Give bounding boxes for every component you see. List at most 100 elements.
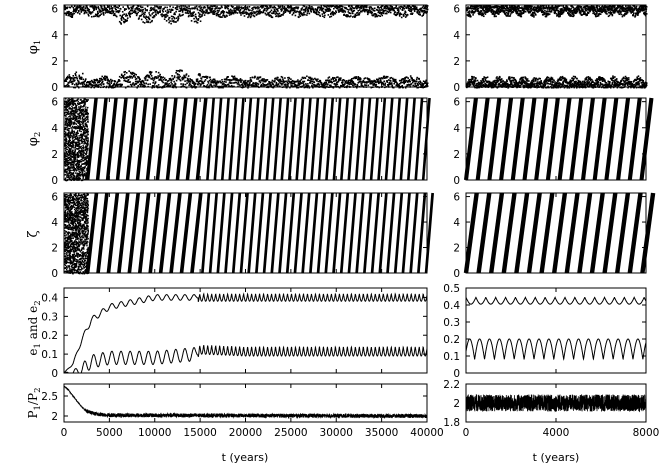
phi1-point — [129, 83, 132, 86]
phi1-point — [155, 9, 158, 12]
phi1-point — [311, 77, 313, 80]
phi1-point — [614, 11, 616, 14]
phi1-point — [350, 9, 353, 12]
phi1-point — [584, 78, 587, 81]
phi1-point — [161, 13, 163, 15]
phi1-point — [616, 82, 618, 85]
phi1-point — [323, 16, 326, 19]
phi1-point — [73, 5, 76, 8]
phi1-point — [327, 77, 330, 79]
phi1-point — [285, 7, 288, 10]
phi1-point — [296, 84, 299, 87]
phi1-point — [254, 85, 257, 87]
phi1-point — [592, 7, 594, 9]
phi1-point — [488, 10, 491, 12]
phi1-point — [282, 78, 284, 80]
phi1-point — [200, 11, 203, 13]
phi1-point — [483, 9, 486, 12]
phi1-point — [420, 84, 422, 86]
phi1-point — [358, 13, 361, 16]
phi1-point — [511, 79, 513, 82]
phi1-point — [174, 21, 176, 23]
phi1-point — [308, 85, 310, 88]
phi1-point — [184, 76, 187, 79]
phi1-point — [514, 82, 516, 85]
phi1-point — [182, 5, 184, 7]
phi1-point — [570, 7, 572, 10]
phi1-point — [355, 76, 358, 78]
phi1-point — [528, 10, 530, 13]
phi1-point — [355, 77, 358, 80]
phi1-point — [74, 74, 77, 77]
phi1-point — [424, 5, 427, 7]
phi1-point — [546, 10, 549, 12]
phi1-point — [103, 6, 106, 9]
phi1-point — [120, 74, 123, 77]
phi1-point — [158, 7, 160, 10]
phi1-point — [263, 5, 265, 7]
phi1-point — [231, 79, 233, 81]
phi1-point — [220, 11, 223, 13]
phi1-point — [134, 80, 137, 83]
phi1-point — [540, 79, 542, 82]
phi1-point — [522, 78, 524, 81]
phi1-point — [616, 86, 619, 89]
phi1-point — [190, 14, 192, 16]
phi1-point — [604, 5, 606, 8]
phi1-point — [472, 14, 474, 16]
phi1-point — [209, 76, 211, 79]
phi1-point — [554, 82, 556, 85]
phi1-point — [148, 12, 150, 14]
phi1-point — [321, 9, 323, 12]
phi1-point — [131, 12, 133, 15]
phi1-point — [121, 84, 123, 86]
phi1-point — [134, 8, 136, 10]
phi1-point — [466, 82, 469, 85]
phi1-point — [86, 9, 89, 12]
phi1-point — [173, 17, 176, 20]
phi1-point — [580, 6, 582, 8]
phi1-point — [277, 79, 279, 81]
phi1-point — [467, 6, 469, 8]
phi1-point — [147, 83, 149, 86]
phi1-point — [174, 83, 177, 85]
phi1-point — [494, 6, 497, 9]
phi1-point — [302, 77, 305, 80]
phi1-point — [221, 85, 223, 88]
phi1-point — [356, 85, 359, 88]
phi1-point — [172, 21, 175, 23]
phi1-point — [483, 80, 485, 83]
phi1-point — [391, 84, 394, 87]
phi1-point — [381, 81, 384, 84]
phi1-point — [488, 8, 491, 11]
phi1-point — [471, 10, 474, 12]
phi1-point — [281, 83, 283, 86]
phi1-point — [302, 5, 305, 7]
phi1-point — [526, 84, 528, 86]
phi1-point — [269, 83, 272, 86]
phi1-point — [598, 85, 601, 88]
phi1-point — [226, 6, 228, 9]
phi1-point — [244, 8, 247, 10]
phi1-point — [307, 8, 309, 11]
phi1-point — [94, 15, 97, 17]
phi1-point — [155, 71, 157, 73]
phi1-point — [398, 6, 401, 8]
phi1-point — [310, 11, 313, 13]
phi1-point — [154, 81, 157, 84]
phi1-point — [288, 76, 290, 79]
phi1-point — [525, 8, 528, 11]
phi1-point — [532, 11, 534, 14]
phi1-point — [340, 10, 342, 12]
phi1-point — [195, 5, 198, 8]
phi1-point — [239, 78, 242, 80]
phi1-point — [154, 11, 156, 13]
phi1-point — [247, 86, 249, 89]
phi1-point — [483, 12, 485, 14]
phi1-point — [67, 13, 70, 15]
phi1-point — [377, 14, 380, 17]
phi1-point — [401, 84, 404, 87]
phi1-point — [198, 80, 201, 82]
phi1-point — [293, 82, 296, 84]
phi1-point — [550, 81, 552, 83]
